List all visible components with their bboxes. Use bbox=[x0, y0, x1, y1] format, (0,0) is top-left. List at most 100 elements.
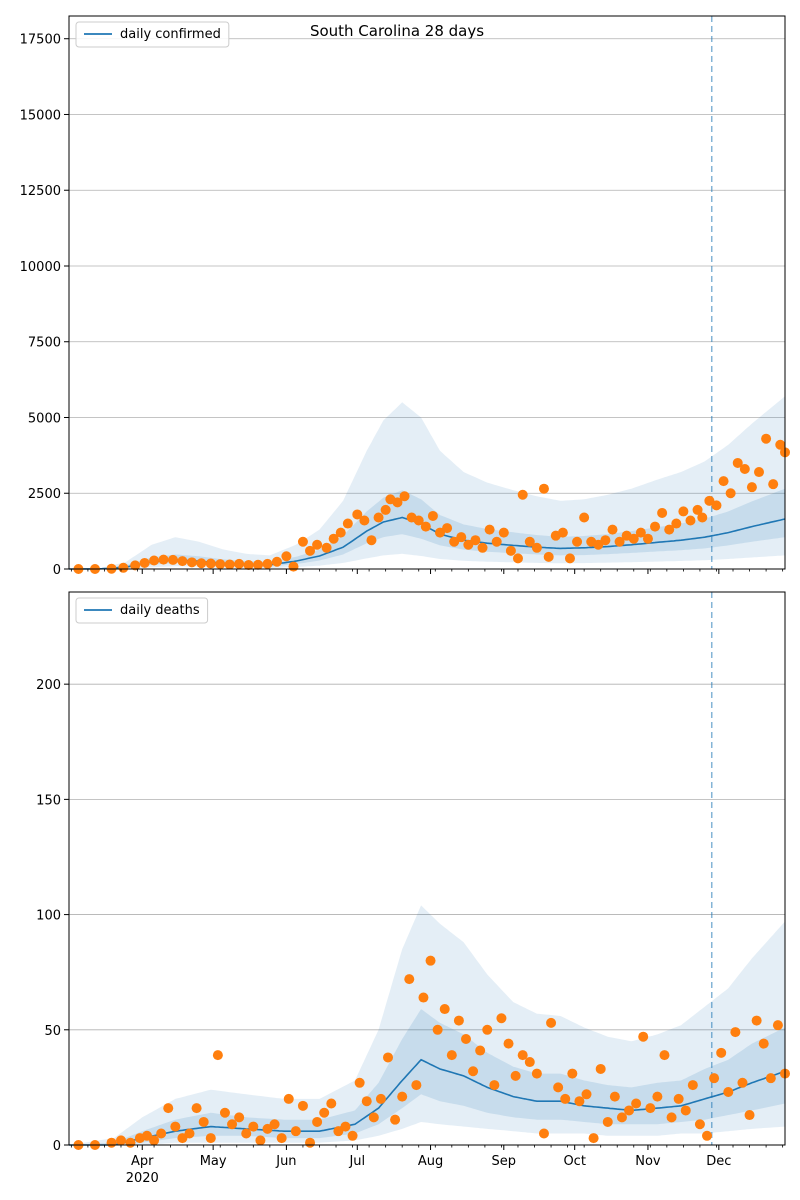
observed-point bbox=[652, 1091, 663, 1102]
observed-point bbox=[482, 1024, 493, 1035]
observed-point bbox=[463, 539, 474, 550]
observed-point bbox=[354, 1077, 365, 1088]
observed-point bbox=[333, 1126, 344, 1137]
observed-point bbox=[694, 1119, 705, 1130]
observed-point bbox=[425, 955, 436, 966]
x-tick-label: May bbox=[200, 1154, 227, 1169]
observed-point bbox=[269, 1119, 280, 1130]
observed-point bbox=[427, 510, 438, 521]
y-tick-label: 12500 bbox=[20, 184, 61, 199]
observed-point bbox=[224, 559, 235, 570]
deaths-panel: 0 50 100 150 200 Apr 2020 May Jun Jul Aug Sep Oct No… bbox=[36, 591, 790, 1186]
observed-point bbox=[404, 974, 415, 985]
observed-point bbox=[453, 1015, 464, 1026]
observed-point bbox=[595, 1063, 606, 1074]
observed-point bbox=[489, 1080, 500, 1091]
observed-point bbox=[177, 556, 188, 567]
observed-point bbox=[538, 1128, 549, 1139]
observed-point bbox=[751, 1015, 762, 1026]
deaths-x-ticks: Apr 2020 May Jun Jul Aug Sep Oct Nov Dec bbox=[70, 1145, 784, 1186]
observed-point bbox=[498, 527, 509, 538]
observed-point bbox=[446, 1050, 457, 1061]
x-tick-year-label: 2020 bbox=[126, 1171, 159, 1186]
observed-point bbox=[319, 1107, 330, 1118]
observed-point bbox=[184, 1128, 195, 1139]
deaths-axes-frame bbox=[68, 591, 786, 1146]
observed-point bbox=[276, 1133, 287, 1144]
confirmed-y-ticks: 0 2500 5000 7500 10000 12500 15000 17500 bbox=[20, 33, 69, 578]
observed-point bbox=[328, 533, 339, 544]
observed-point bbox=[163, 1103, 174, 1114]
y-tick-label: 0 bbox=[53, 563, 61, 578]
observed-point bbox=[439, 1004, 450, 1015]
observed-point bbox=[737, 1077, 748, 1088]
observed-point bbox=[321, 542, 332, 553]
observed-point bbox=[442, 523, 453, 534]
observed-point bbox=[564, 553, 575, 564]
observed-point bbox=[215, 559, 226, 570]
outer-interval-band bbox=[69, 905, 785, 1145]
legend-label: daily confirmed bbox=[120, 27, 221, 42]
observed-point bbox=[746, 482, 757, 493]
legend-label: daily deaths bbox=[120, 603, 200, 618]
observed-point bbox=[399, 491, 410, 502]
observed-point bbox=[460, 1034, 471, 1045]
observed-point bbox=[543, 551, 554, 562]
observed-point bbox=[347, 1130, 358, 1141]
observed-point bbox=[491, 536, 502, 547]
observed-point bbox=[593, 539, 604, 550]
observed-point bbox=[567, 1068, 578, 1079]
observed-point bbox=[635, 527, 646, 538]
y-tick-label: 15000 bbox=[20, 108, 61, 123]
observed-point bbox=[281, 551, 292, 562]
observed-point bbox=[671, 518, 682, 529]
observed-point bbox=[380, 504, 391, 515]
observed-point bbox=[572, 536, 583, 547]
observed-point bbox=[141, 1130, 152, 1141]
observed-point bbox=[642, 533, 653, 544]
observed-point bbox=[680, 1105, 691, 1116]
observed-point bbox=[262, 558, 273, 569]
observed-point bbox=[524, 1057, 535, 1068]
observed-point bbox=[170, 1121, 181, 1132]
observed-point bbox=[375, 1093, 386, 1104]
observed-point bbox=[664, 524, 675, 535]
observed-point bbox=[484, 524, 495, 535]
x-tick-label: Oct bbox=[563, 1154, 585, 1169]
legend-box bbox=[75, 597, 209, 624]
observed-point bbox=[156, 1128, 167, 1139]
y-tick-label: 50 bbox=[44, 1024, 61, 1039]
observed-point bbox=[739, 464, 750, 475]
confirmed-axes-frame bbox=[68, 15, 786, 570]
observed-point bbox=[106, 1137, 117, 1148]
observed-point bbox=[730, 1027, 741, 1038]
observed-point bbox=[546, 1017, 557, 1028]
observed-point bbox=[503, 1038, 514, 1049]
observed-point bbox=[411, 1080, 422, 1091]
x-tick-label: Aug bbox=[418, 1154, 443, 1169]
observed-point bbox=[352, 509, 363, 520]
confirmed-observed-points bbox=[73, 433, 790, 574]
observed-point bbox=[241, 1128, 252, 1139]
observed-point bbox=[130, 560, 141, 571]
observed-point bbox=[288, 561, 299, 572]
observed-point bbox=[413, 515, 424, 526]
observed-point bbox=[205, 1133, 216, 1144]
observed-point bbox=[600, 535, 611, 546]
observed-point bbox=[432, 1024, 443, 1035]
observed-point bbox=[359, 515, 370, 526]
observed-point bbox=[553, 1082, 564, 1093]
observed-point bbox=[198, 1116, 209, 1127]
observed-point bbox=[765, 1073, 776, 1084]
observed-point bbox=[305, 545, 316, 556]
y-tick-label: 0 bbox=[53, 1139, 61, 1154]
observed-point bbox=[477, 542, 488, 553]
x-tick-label: Jun bbox=[275, 1154, 296, 1169]
observed-point bbox=[678, 506, 689, 517]
observed-point bbox=[342, 518, 353, 529]
observed-point bbox=[475, 1045, 486, 1056]
x-tick-label: Apr bbox=[131, 1154, 154, 1169]
observed-point bbox=[420, 521, 431, 532]
observed-point bbox=[255, 1135, 266, 1146]
observed-point bbox=[718, 476, 729, 487]
